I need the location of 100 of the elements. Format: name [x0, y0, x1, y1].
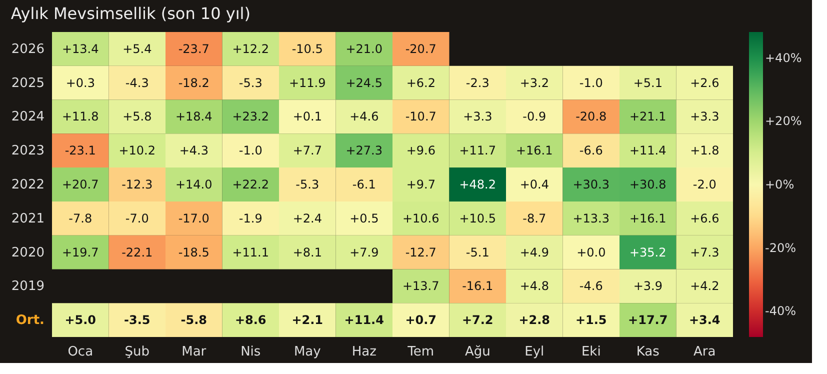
data-label: +11.9 — [288, 76, 326, 90]
color-bar-label: +0% — [765, 178, 794, 192]
data-label: -5.8 — [180, 313, 207, 328]
data-label: -0.9 — [522, 110, 546, 124]
data-label: +21.0 — [346, 42, 383, 56]
data-label: +24.5 — [346, 76, 383, 90]
data-label: -4.3 — [125, 76, 149, 90]
y-tick-label: 2026 — [11, 42, 44, 57]
data-label: +35.2 — [629, 245, 666, 260]
data-label: +2.8 — [518, 313, 550, 328]
data-label: +3.3 — [690, 110, 720, 124]
data-label: +30.3 — [572, 178, 610, 192]
data-label: +3.2 — [520, 76, 549, 90]
data-label: +12.2 — [232, 42, 270, 56]
data-label: +4.9 — [520, 245, 549, 260]
data-label: +0.7 — [405, 313, 437, 328]
data-label: +9.6 — [406, 144, 436, 158]
data-label: -12.7 — [405, 245, 436, 260]
data-label: +4.6 — [350, 110, 379, 124]
data-label: -10.5 — [292, 42, 323, 56]
data-label: +11.7 — [459, 144, 496, 158]
data-label: -6.6 — [579, 144, 603, 158]
data-label: +0.3 — [66, 76, 95, 90]
data-label: +6.6 — [690, 211, 720, 226]
data-label: +10.6 — [402, 211, 440, 226]
data-label: +5.0 — [64, 313, 96, 328]
x-tick-label: Oca — [68, 344, 94, 360]
x-tick-label: Nis — [240, 344, 261, 360]
data-label: -16.1 — [462, 279, 494, 294]
data-label: -1.0 — [238, 144, 262, 158]
data-label: -3.5 — [124, 313, 150, 328]
data-label: +7.2 — [462, 313, 494, 328]
data-label: +13.4 — [62, 42, 99, 56]
data-label: +14.0 — [175, 178, 212, 192]
y-tick-label: 2024 — [11, 110, 44, 125]
data-label: +13.3 — [572, 211, 610, 226]
data-label: +20.7 — [62, 178, 99, 192]
y-tick-label: 2022 — [11, 178, 44, 192]
data-label: -10.7 — [405, 110, 436, 124]
y-tick-label: 2020 — [11, 245, 44, 260]
x-tick-label: Tem — [406, 344, 434, 360]
data-label: +2.1 — [292, 313, 324, 328]
data-label: -5.3 — [238, 76, 262, 90]
data-label: +4.2 — [690, 279, 720, 294]
data-label: +7.9 — [350, 245, 379, 260]
data-label: -4.6 — [579, 279, 603, 294]
data-label: +11.8 — [62, 110, 99, 124]
data-label: +8.6 — [234, 313, 266, 328]
data-label: +18.4 — [175, 110, 212, 124]
data-label: +0.0 — [576, 245, 606, 260]
data-label: -6.1 — [352, 178, 376, 192]
y-tick-label: 2019 — [11, 279, 44, 294]
data-label: +21.1 — [629, 110, 666, 124]
y-tick-label: 2021 — [11, 211, 44, 226]
data-label: +16.1 — [629, 211, 666, 226]
data-label: +16.1 — [516, 144, 553, 158]
color-bar-label: +40% — [765, 50, 802, 65]
data-label: +22.2 — [232, 178, 270, 192]
y-tick-label: 2025 — [11, 76, 44, 91]
y-tick-label: 2023 — [11, 144, 44, 159]
data-label: +48.2 — [459, 178, 496, 192]
x-tick-label: Şub — [124, 344, 150, 360]
data-label: -2.0 — [692, 178, 716, 192]
data-label: -18.2 — [178, 76, 210, 90]
x-tick-label: Ara — [694, 344, 716, 360]
data-label: -8.7 — [522, 211, 546, 226]
color-bar-label: -20% — [765, 240, 796, 255]
x-tick-label: Haz — [352, 344, 377, 360]
x-tick-label: Ağu — [464, 344, 490, 360]
data-label: +3.4 — [688, 313, 720, 328]
data-label: -23.7 — [178, 42, 210, 56]
data-label: +5.8 — [122, 110, 152, 124]
x-tick-label: Kas — [636, 344, 660, 360]
data-label: -20.7 — [405, 42, 436, 56]
data-label: -2.3 — [466, 76, 490, 90]
data-label: +4.8 — [520, 279, 549, 294]
data-label: +5.4 — [122, 42, 152, 56]
data-label: -12.3 — [122, 178, 153, 192]
color-bar-label: -40% — [765, 304, 796, 318]
data-label: +19.7 — [62, 245, 99, 260]
data-label: +30.8 — [629, 178, 666, 192]
data-label: +2.4 — [292, 211, 322, 226]
data-label: +1.5 — [575, 313, 607, 328]
data-label: -17.0 — [178, 211, 210, 226]
data-label: +0.4 — [520, 178, 549, 192]
x-tick-label: Eki — [581, 344, 601, 360]
data-label: +11.4 — [629, 144, 666, 158]
chart-title: Aylık Mevsimsellik (son 10 yıl) — [10, 4, 250, 23]
data-label: +10.5 — [459, 211, 496, 226]
data-label: -1.9 — [238, 211, 262, 226]
x-tick-label: Eyl — [524, 344, 544, 360]
data-label: +4.3 — [179, 144, 208, 158]
data-label: +1.8 — [690, 144, 720, 158]
data-label: +8.1 — [292, 245, 322, 260]
data-label: +3.3 — [463, 110, 492, 124]
data-label: +0.5 — [350, 211, 379, 226]
data-label: +2.6 — [690, 76, 720, 90]
data-label: +7.7 — [292, 144, 322, 158]
x-tick-label: May — [294, 344, 322, 360]
data-label: +23.2 — [232, 110, 270, 124]
